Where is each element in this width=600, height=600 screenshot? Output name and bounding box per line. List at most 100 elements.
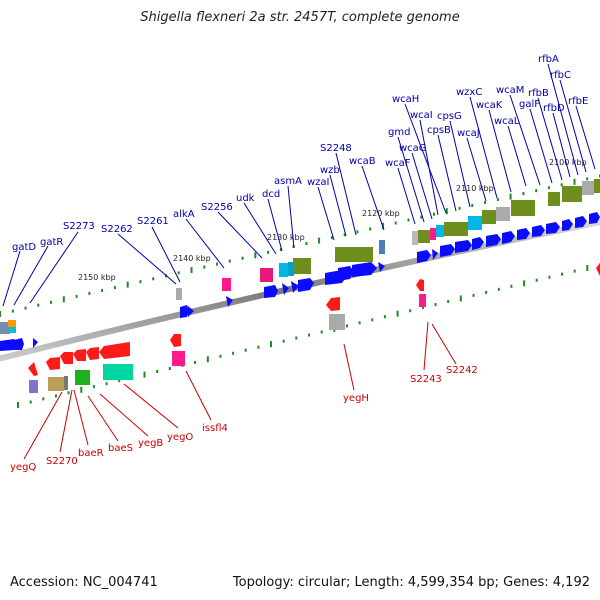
cog-dash [24, 306, 27, 310]
reverse-gene-labels: yegQ S2270 baeR baeS yegB yegO issfl4 ye… [10, 321, 478, 473]
cog-dash [62, 296, 65, 303]
gene-label-forward: galF [519, 99, 540, 110]
cog-dash [168, 367, 171, 370]
gene-label-forward: wcaK [476, 100, 503, 111]
cog-dash [279, 247, 282, 251]
cog-dash [203, 265, 206, 269]
gene-arrow [486, 234, 501, 247]
cog-dash [356, 230, 359, 234]
cog-dash [55, 394, 57, 398]
gene-arrow [291, 281, 299, 293]
gene-arrow [532, 225, 545, 237]
cog-dash [308, 333, 310, 337]
gene-arrow [502, 231, 515, 244]
gene-arrow [562, 219, 573, 231]
gene-arrow [596, 263, 600, 276]
cog-dash [152, 277, 155, 281]
gene-label-forward: asmA [274, 176, 302, 187]
cog-dash [282, 339, 285, 343]
ruler: 2100 kbp 2110 kbp 2120 kbp 2130 kbp 2140… [78, 158, 587, 282]
cog-dash [586, 265, 589, 271]
gene-arrow [440, 244, 455, 257]
cog-dash [394, 221, 397, 225]
gene-label-forward: S2273 [63, 221, 95, 232]
cog-dash [105, 382, 108, 386]
cog-dash [396, 310, 399, 317]
cog-dash [232, 351, 235, 355]
cog-dash [510, 284, 513, 288]
gene-label-reverse: yegO [167, 432, 193, 443]
gene-arrow [0, 339, 17, 351]
gene-label-reverse: S2243 [410, 374, 442, 385]
gene-arrow [298, 278, 314, 292]
ruler-tick-label: 2110 kbp [456, 184, 494, 193]
gene-arrow [416, 279, 424, 291]
gene-label-forward: wcaI [410, 110, 433, 121]
cog-dash [346, 324, 348, 328]
cog-dash [177, 271, 180, 275]
cog-dash [523, 280, 526, 287]
gene-label-forward: cpsB [427, 125, 451, 136]
gene-label-reverse: S2270 [46, 456, 78, 467]
cog-dash [420, 215, 423, 219]
gene-arrow [517, 228, 530, 240]
cog-dash [548, 275, 551, 279]
cog-dash [458, 206, 461, 210]
ruler-tick-label: 2150 kbp [78, 273, 116, 282]
cog-dash [522, 192, 525, 196]
gene-arrow [432, 249, 438, 260]
gene-arrow [170, 334, 181, 347]
cog-dash [343, 233, 346, 237]
cog-dash [472, 293, 475, 297]
gene-label-reverse: S2242 [446, 365, 478, 376]
gene-label-forward: rfbA [538, 54, 559, 65]
cog-dash [295, 336, 298, 340]
gene-label-forward: gatD [12, 242, 36, 253]
gene-arrow [417, 250, 431, 263]
cog-dash [88, 291, 91, 295]
cog-dash [447, 300, 450, 303]
gene-arrow [589, 212, 600, 224]
cog-dash [37, 303, 40, 307]
gene-arrow [575, 216, 587, 228]
cog-dash [535, 189, 538, 193]
gene-label-forward: rfbB [528, 88, 549, 99]
gene-arrow [378, 262, 385, 272]
gene-label-forward: wcaJ [457, 128, 480, 139]
gene-label-forward: alkA [173, 209, 195, 220]
cog-dash [270, 341, 272, 348]
cog-dash [561, 272, 563, 276]
forward-gene-arrows [0, 212, 600, 351]
gene-arrow [226, 296, 233, 307]
forward-gene-labels: gatD gatR S2273 S2262 S2261 alkA S2256 u… [2, 54, 596, 307]
cog-dash [67, 391, 70, 395]
cog-dash [80, 386, 83, 393]
gene-arrow [455, 240, 472, 253]
cog-dash [241, 256, 244, 260]
gene-label-forward: wcaF [385, 158, 411, 169]
reverse-gene-arrows [28, 263, 600, 376]
cog-dash [219, 354, 222, 358]
cog-dash [433, 212, 435, 216]
gene-label-forward: dcd [262, 189, 280, 200]
gene-label-reverse: yegB [138, 438, 163, 449]
reverse-cog-blocks [29, 294, 426, 393]
gene-arrow [546, 222, 560, 234]
cog-dash [0, 311, 1, 317]
cog-dash [257, 345, 260, 349]
gene-arrow [99, 342, 130, 359]
cog-dash [92, 385, 95, 389]
gene-label-forward: udk [236, 193, 255, 204]
cog-dash [216, 262, 218, 266]
cog-dash [29, 400, 32, 404]
gene-label-forward: wzaI [307, 177, 330, 188]
cog-dash [206, 356, 209, 363]
gene-label-forward: wzb [320, 165, 340, 176]
accession-text: Accession: NC_004741 [10, 575, 158, 590]
gene-label-reverse: issfl4 [202, 423, 228, 434]
cog-dash [573, 178, 576, 185]
gene-arrow [352, 262, 377, 277]
cog-dash [496, 198, 499, 201]
genome-stats-text: Topology: circular; Length: 4,599,354 bp… [232, 575, 590, 590]
